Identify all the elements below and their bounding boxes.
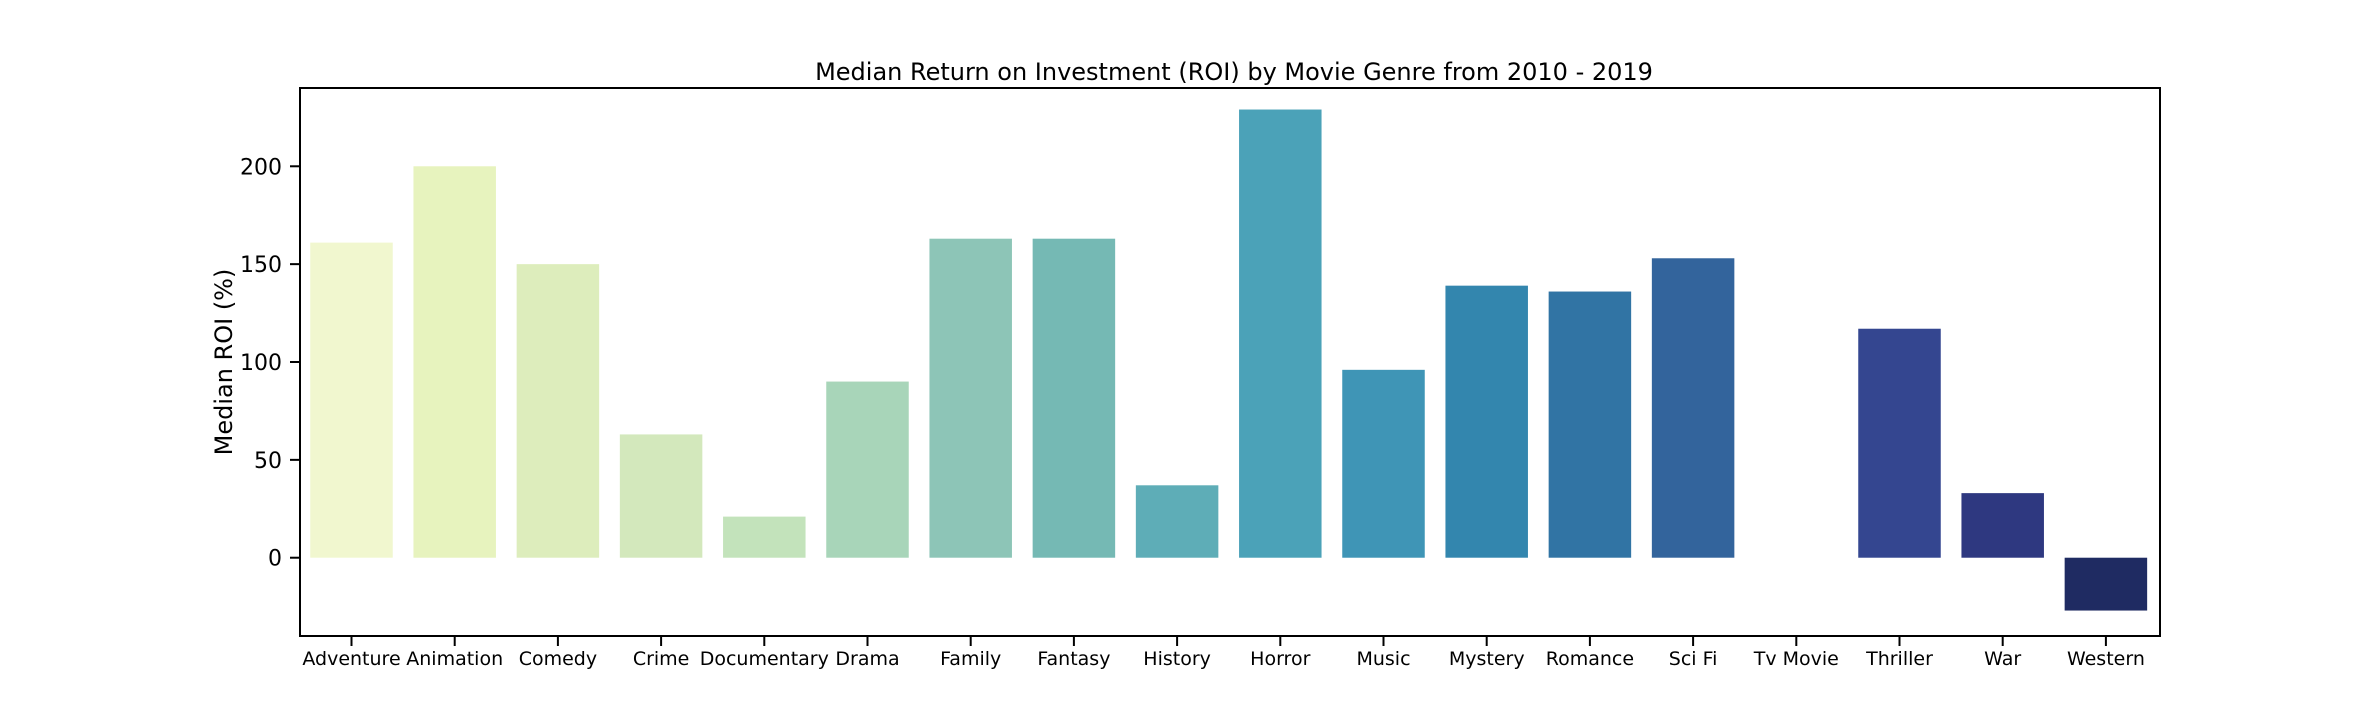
bar-thriller bbox=[1858, 328, 1941, 558]
y-tick-label: 100 bbox=[240, 351, 282, 376]
y-tick-label: 200 bbox=[240, 155, 282, 180]
y-tick-label: 0 bbox=[268, 547, 282, 572]
x-tick-label: Music bbox=[1356, 648, 1410, 670]
x-tick-label: Horror bbox=[1250, 648, 1310, 670]
bar-horror bbox=[1239, 109, 1322, 558]
bar-mystery bbox=[1445, 285, 1528, 558]
x-tick-label: Sci Fi bbox=[1669, 648, 1718, 670]
bar-sci-fi bbox=[1651, 258, 1735, 558]
x-axis: Adventure Animation Comedy Crime Documentary… bbox=[302, 636, 2145, 670]
bar-history bbox=[1135, 485, 1219, 558]
x-tick-label: Crime bbox=[633, 648, 690, 670]
bar-fantasy bbox=[1032, 238, 1116, 558]
x-tick-label: Drama bbox=[835, 648, 899, 670]
x-tick-label: Fantasy bbox=[1037, 648, 1110, 670]
bar-documentary bbox=[723, 516, 806, 558]
bar-romance bbox=[1548, 291, 1632, 558]
bar-war bbox=[1961, 493, 2044, 558]
x-tick-label: Animation bbox=[406, 648, 503, 670]
y-tick-label: 50 bbox=[254, 449, 282, 474]
x-tick-label: Family bbox=[940, 648, 1001, 670]
x-tick-label: Tv Movie bbox=[1753, 648, 1839, 670]
bar-family bbox=[929, 238, 1012, 558]
bar-crime bbox=[619, 434, 703, 558]
bar-comedy bbox=[516, 264, 600, 558]
x-tick-label: Adventure bbox=[302, 648, 400, 670]
x-tick-label: Western bbox=[2067, 648, 2145, 670]
x-tick-label: Romance bbox=[1546, 648, 1634, 670]
y-tick-label: 150 bbox=[240, 253, 282, 278]
x-tick-label: Comedy bbox=[519, 648, 597, 670]
x-tick-label: Documentary bbox=[700, 648, 829, 670]
plot-area bbox=[310, 109, 2148, 611]
x-tick-label: War bbox=[1984, 648, 2021, 670]
bar-adventure bbox=[310, 242, 393, 558]
y-axis-label: Median ROI (%) bbox=[210, 269, 238, 456]
bar-western bbox=[2064, 557, 2148, 611]
y-axis: 0 50 100 150 200 bbox=[240, 155, 300, 572]
chart-title: Median Return on Investment (ROI) by Mov… bbox=[815, 58, 1653, 86]
x-tick-label: Mystery bbox=[1449, 648, 1525, 670]
bar-music bbox=[1342, 369, 1425, 558]
x-tick-label: History bbox=[1143, 648, 1211, 670]
x-tick-label: Thriller bbox=[1865, 648, 1933, 670]
bar-drama bbox=[826, 381, 909, 558]
bar-animation bbox=[413, 166, 496, 558]
